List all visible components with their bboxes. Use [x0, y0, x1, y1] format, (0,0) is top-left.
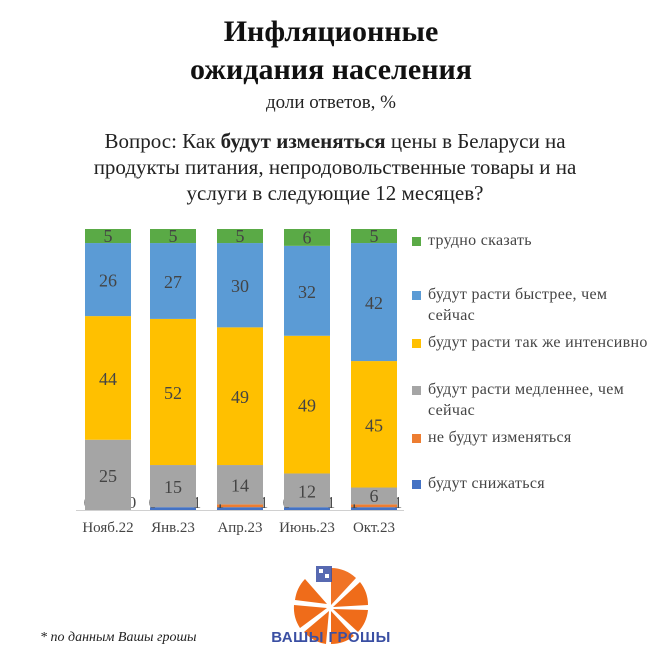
survey-question: Вопрос: Как будут изменяться цены в Бела…	[70, 128, 600, 206]
bar-segment-0-5	[85, 229, 131, 244]
bar-segment-3-3	[284, 335, 330, 474]
bar-segment-4-2	[351, 487, 397, 505]
bar-segment-1-3	[150, 318, 196, 466]
footnote: * по данным Вашы грошы	[40, 630, 197, 645]
data-label-4-4: 42	[365, 293, 383, 313]
data-label-3-5: 6	[303, 227, 312, 247]
legend-swatch-icon	[412, 237, 421, 246]
data-label-3-0: 1	[327, 493, 336, 512]
legend-swatch-icon	[412, 339, 421, 348]
data-label-0-2: 25	[99, 466, 117, 486]
question-prefix: Вопрос: Как	[104, 129, 221, 153]
data-label-1-0: 1	[193, 493, 202, 512]
legend-label: трудно сказать	[428, 232, 532, 249]
legend-label: будут расти медленнее, чем сейчас	[428, 381, 625, 419]
bar-segment-2-0	[217, 507, 263, 510]
legend-label: не будут изменяться	[428, 429, 572, 446]
bar-segment-2-5	[217, 229, 263, 244]
chart-subtitle: доли ответов, %	[265, 92, 396, 113]
legend-swatch-icon	[412, 291, 421, 300]
legend-label: будут снижаться	[428, 475, 545, 492]
data-label-2-4: 30	[231, 276, 249, 296]
bar-segment-3-4	[284, 245, 330, 336]
x-tick-label-3: Июнь.23	[279, 520, 335, 536]
data-label-2-5: 5	[236, 226, 245, 246]
bar-segment-1-4	[150, 243, 196, 319]
data-label-4-2: 6	[370, 486, 379, 506]
data-label-4-5: 5	[370, 226, 379, 246]
legend-swatch-icon	[412, 480, 421, 489]
bar-segment-0-3	[85, 316, 131, 440]
legend-swatch-icon	[412, 434, 421, 443]
data-label-4-0: 1	[394, 493, 403, 512]
question-suffix: цены в Беларуси на продукты питания, неп…	[93, 129, 577, 205]
legend-swatch-icon	[412, 386, 421, 395]
bar-segment-3-5	[284, 229, 330, 246]
data-label-2-0: 1	[260, 493, 269, 512]
data-label-2-3: 49	[231, 387, 249, 407]
legend-label: будут расти так же интенсивно	[428, 334, 648, 351]
bar-segment-1-2	[150, 465, 196, 508]
vashy-groshy-logo-icon	[293, 566, 368, 644]
data-label-2-2: 14	[231, 476, 249, 496]
bar-segment-4-1	[351, 504, 397, 508]
bar-segment-4-0	[351, 507, 397, 510]
legend-label: будут расти быстрее, чем сейчас	[428, 286, 608, 324]
bar-segment-1-0	[150, 507, 196, 510]
data-label-0-0: 0	[128, 493, 137, 512]
data-label-0-4: 26	[99, 271, 117, 291]
question-bold: будут изменяться	[220, 129, 386, 153]
stacked-bar-chart: 002544265Нояб.22101552275Янв.23111449305…	[76, 226, 404, 536]
logo-text: ВАШЫ ГРОШЫ	[271, 629, 391, 646]
bar-segment-4-3	[351, 361, 397, 488]
data-label-4-3: 45	[365, 415, 383, 435]
data-label-3-4: 32	[298, 282, 316, 302]
data-label-3-3: 49	[298, 396, 316, 416]
bar-segment-0-2	[85, 439, 131, 510]
x-tick-label-0: Нояб.22	[82, 520, 133, 536]
bar-segment-3-2	[284, 473, 330, 508]
x-tick-label-1: Янв.23	[151, 520, 195, 536]
bar-segment-3-0	[284, 507, 330, 510]
chart-title-line2: ожидания населения	[190, 53, 472, 86]
bar-segment-2-3	[217, 327, 263, 466]
data-label-0-3: 44	[99, 369, 117, 389]
bar-segment-4-5	[351, 229, 397, 244]
x-tick-label-2: Апр.23	[217, 520, 262, 536]
data-label-3-2: 12	[298, 481, 316, 501]
data-label-0-5: 5	[104, 226, 113, 246]
data-label-1-4: 27	[164, 272, 182, 292]
bar-segment-0-4	[85, 243, 131, 317]
chart-title-line1: Инфляционные	[223, 15, 439, 48]
data-label-1-5: 5	[169, 226, 178, 246]
data-label-1-2: 15	[164, 477, 182, 497]
bar-segment-2-1	[217, 504, 263, 508]
x-tick-label-4: Окт.23	[353, 520, 395, 536]
bar-segment-2-4	[217, 243, 263, 328]
bar-segment-4-4	[351, 243, 397, 362]
bar-segment-2-2	[217, 465, 263, 505]
bar-segment-1-5	[150, 229, 196, 244]
data-label-1-3: 52	[164, 383, 182, 403]
